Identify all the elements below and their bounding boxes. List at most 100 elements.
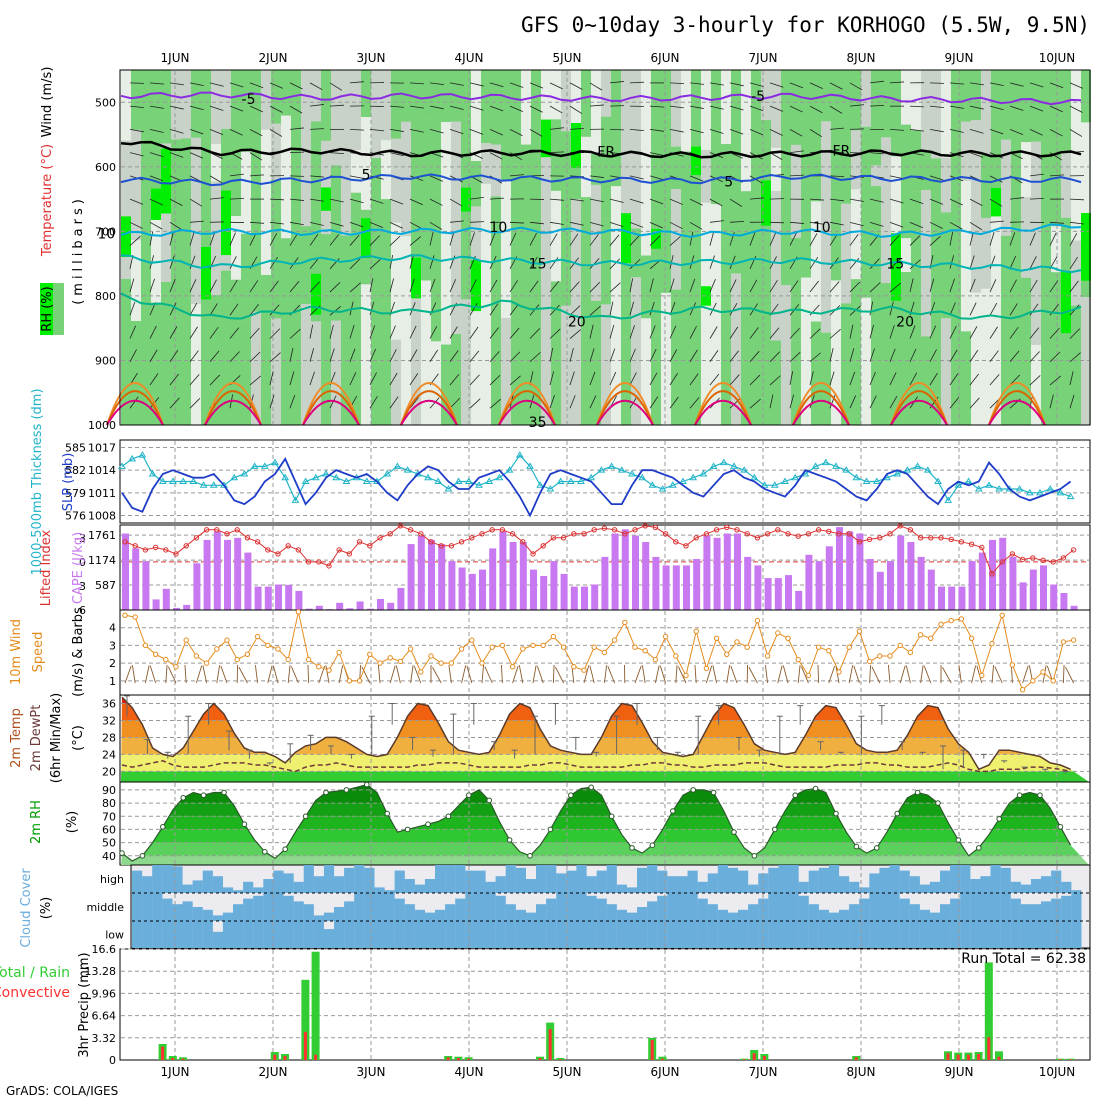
rh-cell	[521, 144, 531, 251]
wind-barb	[189, 232, 195, 246]
wind-barb	[249, 351, 261, 363]
cloud-low-bar	[313, 921, 324, 948]
wind-barb	[649, 152, 664, 156]
rh-cell	[431, 70, 441, 132]
wind-barb	[669, 128, 684, 133]
wind-barb	[949, 128, 964, 133]
wind-barb	[689, 255, 695, 269]
wind-barb	[709, 220, 724, 223]
cape-bar	[193, 563, 201, 611]
thickness-line	[121, 454, 1071, 502]
rh2m-point	[588, 784, 595, 791]
wind10m-barb	[817, 664, 820, 684]
rh-cell	[731, 273, 741, 425]
rh-cell	[351, 285, 361, 425]
lifted-index-point	[1030, 555, 1036, 561]
rh-cell	[991, 318, 1001, 425]
contour-FR	[120, 140, 1082, 159]
cloud-high-bar	[768, 867, 779, 893]
wind-barb	[389, 105, 404, 108]
wind10m-barb	[466, 665, 473, 684]
wind-barb	[549, 221, 564, 225]
rh-cell	[981, 288, 991, 425]
wind-barb	[569, 198, 584, 202]
rh-cell	[1041, 230, 1051, 311]
rh-cell	[531, 316, 541, 425]
wind-barb	[549, 198, 564, 201]
cloud-low-bar	[596, 921, 607, 948]
cape-bar	[387, 602, 395, 610]
rh-cell	[151, 302, 161, 425]
wind-barb	[769, 394, 774, 409]
rh-cell	[1081, 70, 1091, 123]
cape-bar	[203, 539, 211, 610]
lifted-index-point	[540, 543, 546, 549]
rh-cell	[281, 238, 291, 306]
wind10m-barb	[518, 665, 524, 684]
rh-cell	[201, 291, 211, 425]
rh-cell	[861, 297, 871, 425]
wind-barb	[189, 152, 204, 159]
rh2m-point	[833, 810, 839, 817]
rh2m-line	[119, 781, 1072, 862]
rh-tick: 90	[102, 784, 116, 797]
wind-barb	[169, 152, 184, 158]
lifted-index-line	[122, 523, 1077, 577]
wind-barb	[689, 198, 703, 206]
rh-band	[121, 842, 1089, 856]
wind10m-barb	[634, 665, 642, 684]
cloud-high-bar	[1010, 881, 1021, 893]
wind10m-barb	[1011, 665, 1013, 684]
rh-cell	[1021, 70, 1031, 143]
slp-thickness-lines	[118, 451, 1075, 518]
wind10m-barb	[583, 665, 590, 684]
lifted-index-point	[224, 531, 230, 537]
wind-barb	[829, 105, 843, 114]
cloud-high-bar	[536, 865, 547, 893]
wind-barb	[669, 221, 683, 230]
warm-contour	[792, 382, 850, 426]
wind-barb	[989, 82, 1004, 86]
cape-bar	[560, 573, 568, 610]
rh-cell	[351, 70, 361, 151]
wind-barb	[349, 282, 361, 293]
wind-barb	[589, 221, 604, 227]
cloud-middle-bar	[818, 909, 829, 921]
wind10m-barb	[607, 666, 616, 684]
rh-cell	[561, 305, 571, 425]
rh-cell	[731, 225, 741, 274]
top-date-label: 10JUN	[1039, 51, 1076, 65]
cloud-unit-label: (%)	[39, 897, 54, 920]
rh-cell	[771, 340, 781, 425]
cape-bar	[132, 548, 140, 610]
lifted-index-point	[693, 535, 699, 541]
wind-barb	[749, 374, 761, 386]
wind10m-barb	[800, 666, 809, 684]
rh-cell	[131, 129, 141, 241]
rh-cell	[331, 222, 341, 321]
wind-barb	[1049, 351, 1061, 363]
wind-speed-point	[560, 644, 567, 650]
rh-cell	[541, 204, 551, 275]
lifted-index-point	[713, 527, 720, 533]
rh2m-point	[670, 808, 676, 814]
rh-cell	[671, 146, 681, 189]
wind-barb	[589, 305, 601, 316]
wind-barb	[729, 255, 736, 269]
lifted-index-tick: -3	[75, 532, 86, 545]
rh-cell	[261, 275, 271, 425]
wind-barb	[509, 174, 524, 177]
wind-barb	[709, 373, 720, 386]
cloud-low-bar	[849, 921, 860, 948]
cloud-middle-bar	[626, 912, 638, 921]
cloud-low-bar	[909, 921, 920, 948]
rh-cell	[271, 70, 281, 124]
rh-cell	[271, 179, 281, 319]
rh-cell	[381, 140, 391, 200]
wind-barb	[889, 81, 904, 84]
thickness-point	[515, 451, 524, 458]
warm-contour	[890, 399, 948, 426]
wind-speed-point	[336, 649, 342, 656]
